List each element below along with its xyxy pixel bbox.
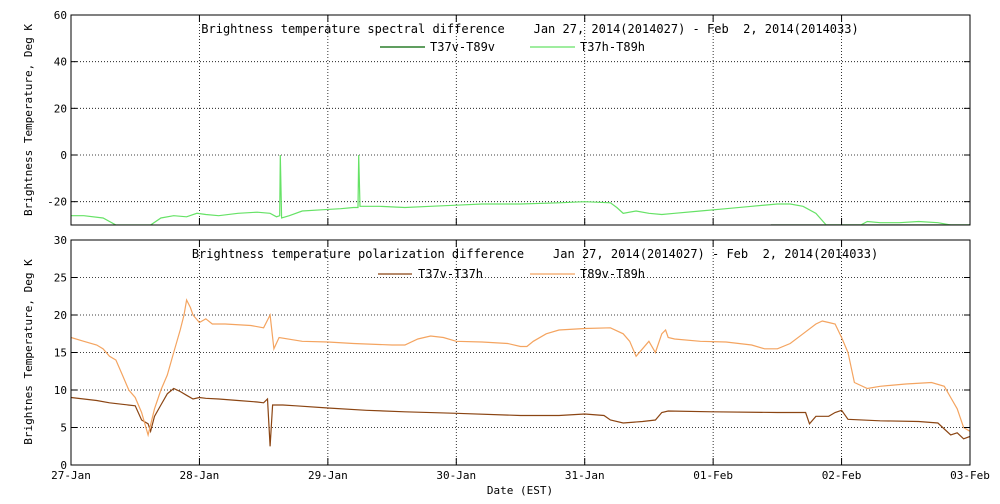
x-tick-label: 28-Jan [180, 469, 220, 482]
panel-polarization-x-ticks: 27-Jan 28-Jan 29-Jan 30-Jan 31-Jan 01-Feb 02-F… [51, 240, 990, 482]
legend-label-t37h-t89h: T37h-T89h [580, 40, 645, 54]
y-tick-label: 0 [60, 459, 67, 472]
x-axis-label: Date (EST) [487, 484, 553, 497]
legend-label-t37v-t37h: T37v-T37h [418, 267, 483, 281]
panel-polarization-lines [71, 298, 970, 447]
panel-polarization-y-axis-label: Brightnes Temperature, Deg K [22, 259, 35, 445]
y-tick-label: 0 [60, 149, 67, 162]
panel-polarization-frame [70, 239, 971, 466]
panel-spectral-legend: T37v-T89v T37h-T89h [380, 40, 645, 54]
y-tick-label: 10 [54, 384, 67, 397]
y-tick-label: 20 [54, 102, 67, 115]
panel-polarization-grid [71, 240, 970, 465]
panel-spectral-lines [71, 154, 970, 225]
x-tick-label: 02-Feb [822, 469, 862, 482]
panel-spectral-y-axis-label: Brightness Temperature, Deg K [22, 24, 35, 216]
panel-spectral-x-ticks [70, 15, 971, 225]
panel-spectral-frame [70, 14, 971, 226]
panel-polarization-title: Brightness temperature polarization diff… [192, 247, 878, 261]
panel-spectral-y-ticks: -20 0 20 40 60 [47, 9, 970, 209]
panel-spectral-title: Brightness temperature spectral differen… [201, 22, 858, 36]
panel-spectral: -20 0 20 40 60 Brightness temperature spectr… [22, 9, 971, 226]
y-tick-label: 15 [54, 347, 67, 360]
x-tick-label: 03-Feb [950, 469, 990, 482]
series-line-t37v-t37h [71, 387, 970, 447]
y-tick-label: 40 [54, 56, 67, 69]
series-line-t89v-t89h [71, 298, 970, 438]
x-tick-label: 30-Jan [436, 469, 476, 482]
x-tick-label: 27-Jan [51, 469, 91, 482]
y-tick-label: 25 [54, 272, 67, 285]
legend-label-t89v-t89h: T89v-T89h [580, 267, 645, 281]
y-tick-label: 20 [54, 309, 67, 322]
y-tick-label: 5 [60, 422, 67, 435]
panel-polarization: 0 5 10 15 20 25 30 27-Jan 28-Jan 29-Jan 30-Jan 31-… [22, 234, 990, 497]
x-tick-label: 01-Feb [693, 469, 733, 482]
x-tick-label: 31-Jan [565, 469, 605, 482]
series-line-t37h-t89h [71, 154, 970, 225]
y-tick-label: 60 [54, 9, 67, 22]
x-tick-label: 29-Jan [308, 469, 348, 482]
y-tick-label: -20 [47, 196, 67, 209]
panel-polarization-y-ticks: 0 5 10 15 20 25 30 [54, 234, 970, 472]
panel-polarization-legend: T37v-T37h T89v-T89h [378, 267, 645, 281]
legend-label-t37v-t89v: T37v-T89v [430, 40, 495, 54]
y-tick-label: 30 [54, 234, 67, 247]
panel-spectral-grid [71, 15, 970, 225]
